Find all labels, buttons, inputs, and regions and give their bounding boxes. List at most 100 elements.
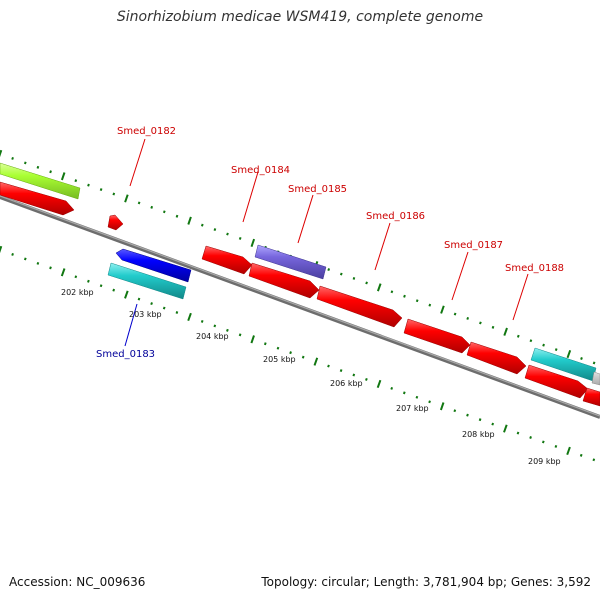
- scale-tick-track: [0, 245, 596, 462]
- scale-tick-minor: [541, 440, 545, 444]
- gene-label-smed-0188[interactable]: Smed_0188: [505, 263, 564, 274]
- upper-tick-minor: [99, 188, 103, 192]
- upper-tick-minor: [162, 210, 166, 214]
- upper-tick-minor: [479, 321, 482, 325]
- upper-tick-major: [566, 349, 572, 359]
- scale-tick-major: [566, 446, 571, 456]
- gene-label-smed-0182[interactable]: Smed_0182: [117, 126, 176, 137]
- upper-tick-minor: [36, 165, 40, 169]
- scale-tick-major: [439, 402, 445, 411]
- label-leaders: [124, 138, 529, 347]
- scale-tick-minor: [491, 422, 495, 426]
- scale-tick-minor: [49, 266, 52, 270]
- gene-label-smed-0186[interactable]: Smed_0186: [366, 211, 425, 222]
- scale-tick-major: [0, 245, 3, 254]
- scale-tick-major: [503, 424, 508, 433]
- upper-tick-minor: [415, 299, 419, 303]
- gene-red-0188b[interactable]: [524, 364, 589, 399]
- scale-tick-minor: [263, 342, 267, 346]
- scale-tick-minor: [87, 279, 90, 283]
- upper-tick-major: [503, 327, 508, 336]
- scale-tick-major: [124, 290, 129, 299]
- scale-tick-minor: [238, 333, 242, 337]
- gene-label-smed-0187[interactable]: Smed_0187: [444, 240, 503, 251]
- gene-label-smed-0183[interactable]: Smed_0183: [96, 349, 155, 360]
- upper-tick-major: [440, 305, 445, 314]
- upper-tick-minor: [213, 228, 217, 232]
- scale-label-204: 204 kbp: [196, 332, 229, 341]
- upper-tick-major: [187, 216, 192, 225]
- scale-label-207: 207 kbp: [396, 404, 429, 413]
- scale-tick-major: [313, 357, 319, 366]
- upper-tick-minor: [554, 348, 558, 352]
- upper-tick-minor: [137, 201, 141, 205]
- upper-tick-minor: [542, 343, 545, 347]
- scale-tick-minor: [579, 453, 583, 457]
- scale-tick-minor: [554, 444, 558, 448]
- scale-tick-minor: [365, 377, 368, 381]
- scale-tick-minor: [213, 324, 217, 328]
- gene-smed-0183[interactable]: [115, 248, 192, 283]
- backbone: [0, 195, 600, 419]
- upper-tick-minor: [175, 214, 179, 218]
- scale-tick-minor: [592, 458, 596, 462]
- gene-label-smed-0185[interactable]: Smed_0185: [288, 184, 347, 195]
- gene-smed-0185[interactable]: [254, 244, 327, 280]
- scale-label-203: 203 kbp: [129, 310, 162, 319]
- gene-red-right[interactable]: [582, 387, 600, 407]
- upper-tick-minor: [592, 361, 596, 365]
- gene-red-left[interactable]: [0, 181, 75, 216]
- upper-tick-major: [250, 238, 256, 248]
- upper-tick-minor: [74, 179, 78, 183]
- upper-tick-minor: [23, 161, 27, 165]
- scale-tick-major: [250, 335, 255, 344]
- gene-smed-0187[interactable]: [403, 318, 471, 354]
- gene-green[interactable]: [0, 162, 81, 200]
- upper-tick-minor: [453, 312, 457, 316]
- scale-tick-minor: [428, 400, 431, 404]
- gene-cyan-203[interactable]: [107, 262, 187, 300]
- scale-tick-minor: [339, 369, 343, 373]
- upper-tick-minor: [49, 170, 52, 174]
- gene-smed-0182[interactable]: [107, 214, 124, 231]
- upper-tick-minor: [339, 272, 343, 276]
- scale-tick-minor: [74, 275, 78, 279]
- gene-red-0187b[interactable]: [466, 341, 527, 375]
- scale-tick-minor: [478, 418, 482, 422]
- scale-tick-minor: [516, 431, 520, 435]
- gene-smed-0184[interactable]: [201, 245, 253, 275]
- upper-tick-minor: [226, 232, 229, 236]
- upper-tick-minor: [365, 281, 368, 285]
- upper-tick-minor: [11, 156, 14, 160]
- upper-tick-minor: [516, 334, 520, 338]
- gene-smed-0186[interactable]: [316, 285, 403, 328]
- scale-tick-minor: [200, 319, 204, 323]
- gene-labels: Smed_0182 Smed_0183 Smed_0184 Smed_0185 …: [96, 126, 564, 360]
- scale-labels: 202 kbp 203 kbp 204 kbp 205 kbp 206 kbp …: [61, 288, 561, 466]
- scale-label-209: 209 kbp: [528, 457, 561, 466]
- upper-tick-minor: [112, 192, 116, 196]
- upper-tick-major: [60, 172, 66, 181]
- scale-tick-minor: [453, 409, 457, 413]
- scale-tick-minor: [352, 373, 356, 377]
- upper-tick-minor: [580, 357, 583, 360]
- scale-label-206: 206 kbp: [330, 379, 363, 388]
- upper-tick-minor: [238, 236, 242, 240]
- scale-tick-minor: [23, 257, 27, 261]
- gene-grey-right[interactable]: [591, 371, 600, 386]
- upper-tick-minor: [491, 325, 495, 329]
- upper-tick-minor: [327, 268, 331, 272]
- scale-tick-minor: [137, 297, 141, 301]
- upper-tick-major: [124, 194, 129, 203]
- upper-tick-major: [376, 283, 382, 292]
- gene-red-0185b[interactable]: [248, 262, 320, 299]
- scale-tick-major: [187, 312, 192, 322]
- summary-text: Topology: circular; Length: 3,781,904 bp…: [261, 575, 591, 589]
- gene-label-smed-0184[interactable]: Smed_0184: [231, 165, 290, 176]
- scale-tick-minor: [390, 386, 394, 390]
- scale-label-208: 208 kbp: [462, 430, 495, 439]
- scale-label-205: 205 kbp: [263, 355, 296, 364]
- scale-tick-major: [376, 379, 382, 389]
- upper-tick-major: [0, 149, 3, 158]
